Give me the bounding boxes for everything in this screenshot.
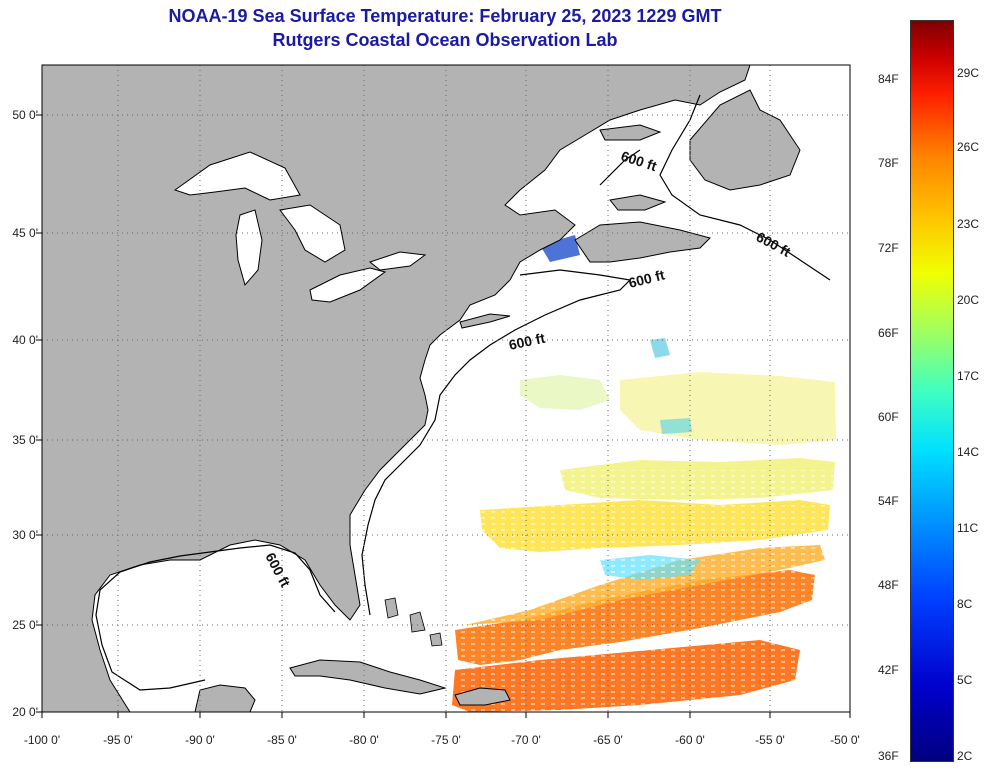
map-title: NOAA-19 Sea Surface Temperature: Februar… [168,6,722,26]
lat-label-30: 30 0' [12,528,38,542]
colorbar-label-8c: 8C [957,597,973,611]
hispaniola-land [454,687,511,706]
lon-label-95: -95 0' [103,733,133,747]
lat-label-35: 35 0' [12,433,38,447]
lon-label-90: -90 0' [185,733,215,747]
lon-label-50: -50 0' [830,733,860,747]
lake-ontario [368,251,427,271]
colorbar-label-78f: 78F [878,156,899,170]
cuba-land [289,659,447,695]
colorbar-label-54f: 54F [878,494,899,508]
lat-label-50: 50 0' [12,108,38,122]
lat-label-25: 25 0' [12,618,38,632]
yucatan-land [194,684,256,712]
lon-label-100: -100 0' [23,733,61,747]
lon-label-55: -55 0' [755,733,785,747]
colorbar-label-23c: 23C [957,217,980,231]
colorbar-label-72f: 72F [878,241,899,255]
anticosti-land [599,124,662,141]
lake-erie [309,267,387,303]
lat-label-40: 40 0' [12,333,38,347]
lake-michigan [235,209,263,287]
colorbar-label-5c: 5C [957,673,973,687]
lat-label-20: 20 0' [12,705,38,719]
lon-label-65: -65 0' [593,733,623,747]
colorbar-label-48f: 48F [878,578,899,592]
lon-label-75: -75 0' [431,733,461,747]
depth-contour-600ft [95,94,831,691]
lon-label-80: -80 0' [349,733,379,747]
contour-label-mid-atlantic: 600 ft [507,330,546,353]
pei-land [609,194,667,211]
colorbar-label-42f: 42F [878,663,899,677]
bahamas-land [384,597,443,647]
colorbar-label-20c: 20C [957,293,980,307]
lon-label-70: -70 0' [511,733,541,747]
long-island-land [459,313,511,329]
tick-marks [36,114,851,718]
colorbar-label-66f: 66F [878,326,899,340]
map-subtitle: Rutgers Coastal Ocean Observation Lab [272,30,618,50]
colorbar-label-14c: 14C [957,445,980,459]
temperature-colorbar [910,20,954,762]
lake-superior [173,151,301,201]
colorbar-label-60f: 60F [878,410,899,424]
colorbar-label-36f: 36F [878,749,899,763]
sst-data-layer [452,235,836,712]
nova-scotia-land [574,221,711,263]
lat-label-45: 45 0' [12,226,38,240]
colorbar-label-2c: 2C [957,749,973,763]
colorbar-label-17c: 17C [957,369,980,383]
colorbar-label-84f: 84F [878,72,899,86]
colorbar-label-26c: 26C [957,140,980,154]
colorbar-label-29c: 29C [957,66,980,80]
colorbar-label-11c: 11C [957,521,979,535]
lon-label-85: -85 0' [267,733,297,747]
lon-label-60: -60 0' [675,733,705,747]
